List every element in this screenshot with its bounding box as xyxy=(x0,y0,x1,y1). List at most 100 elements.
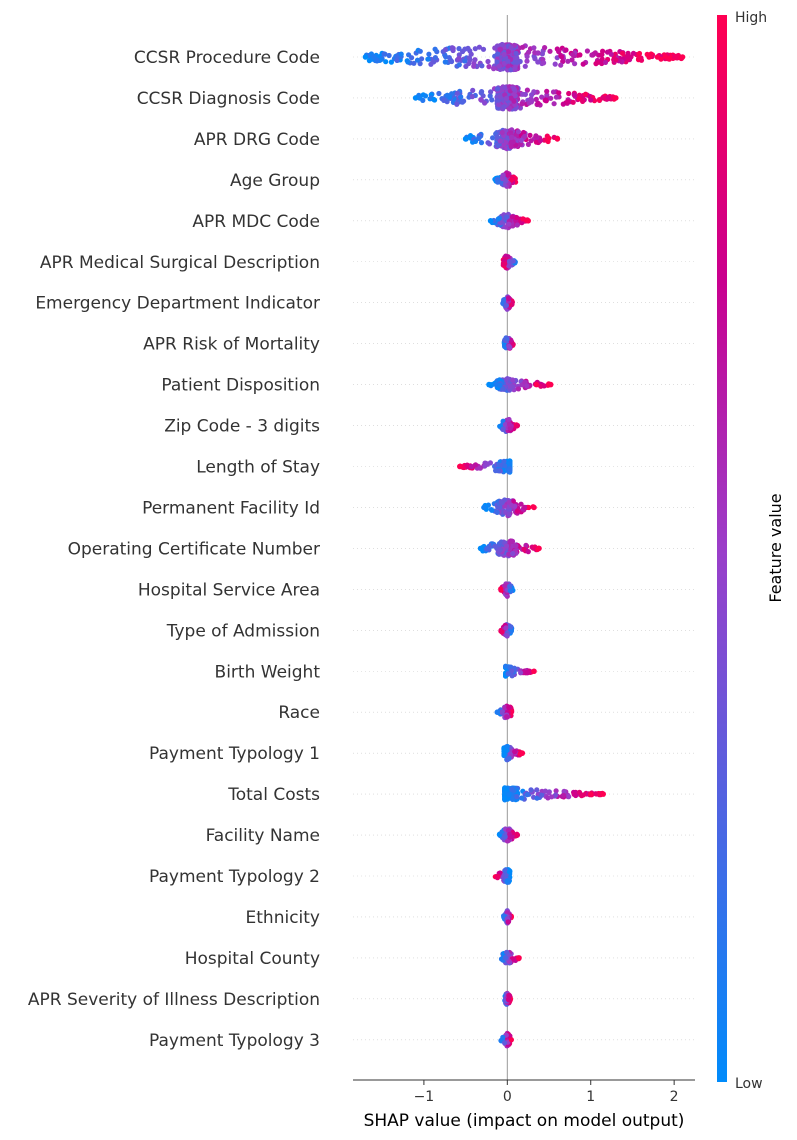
feature-label: Length of Stay xyxy=(196,458,320,478)
feature-dots xyxy=(492,170,519,189)
shap-dot xyxy=(511,92,517,98)
shap-dot xyxy=(541,383,547,389)
feature-label: Payment Typology 1 xyxy=(149,744,320,764)
shap-dot xyxy=(662,53,668,59)
shap-dot xyxy=(544,92,550,98)
shap-dot xyxy=(519,795,525,801)
feature-label: Hospital County xyxy=(185,949,320,969)
shap-dot xyxy=(508,502,515,508)
feature-label: APR Medical Surgical Description xyxy=(40,253,320,273)
shap-dot xyxy=(529,92,535,98)
shap-dot xyxy=(507,460,513,466)
shap-dot xyxy=(505,48,512,55)
shap-dot xyxy=(542,788,549,794)
feature-label: Payment Typology 3 xyxy=(149,1031,320,1051)
x-tick-label: 0 xyxy=(503,1089,512,1105)
shap-dot xyxy=(503,95,510,101)
x-axis: −1 0 1 2 SHAP value (impact on model output… xyxy=(353,1079,695,1131)
feature-label: APR Severity of Illness Description xyxy=(28,990,320,1010)
colorbar: High Low Feature value xyxy=(717,10,785,1092)
shap-dot xyxy=(492,543,498,549)
shap-dot xyxy=(462,136,469,142)
shap-dot xyxy=(524,383,530,389)
feature-dots xyxy=(497,416,521,434)
feature-dots xyxy=(498,622,515,639)
shap-dot xyxy=(583,91,589,97)
feature-label: APR DRG Code xyxy=(194,130,320,150)
shap-dot xyxy=(604,49,611,55)
shap-dot xyxy=(426,51,432,57)
feature-label: Patient Disposition xyxy=(161,376,320,396)
shap-dot xyxy=(503,178,509,184)
shap-dot xyxy=(497,382,503,388)
shap-dot xyxy=(630,50,637,56)
shap-dot xyxy=(539,94,545,100)
shap-dot xyxy=(428,61,434,67)
shap-dot xyxy=(501,297,507,303)
shap-dot xyxy=(509,538,516,545)
shap-dot xyxy=(505,58,511,64)
shap-dot xyxy=(544,88,550,94)
shap-dot xyxy=(510,498,516,504)
shap-dot xyxy=(510,139,516,145)
shap-dot xyxy=(501,751,507,758)
x-tick-label: 2 xyxy=(670,1089,679,1105)
shap-dot xyxy=(553,94,560,100)
shap-dot xyxy=(506,792,512,798)
shap-dot xyxy=(472,46,478,52)
shap-dot xyxy=(398,51,404,57)
shap-dot xyxy=(502,795,508,802)
shap-dot xyxy=(444,92,450,98)
shap-dot xyxy=(422,93,429,99)
shap-dot xyxy=(486,381,492,388)
shap-dot xyxy=(521,546,527,552)
x-ticks: −1 0 1 2 xyxy=(414,1080,679,1105)
shap-dot xyxy=(469,94,475,100)
feature-label: Race xyxy=(278,703,320,723)
shap-dot xyxy=(514,832,521,838)
feature-dots xyxy=(477,538,542,559)
shap-dot xyxy=(600,791,606,797)
shap-dot xyxy=(505,996,511,1003)
shap-dot xyxy=(500,426,506,432)
shap-dot xyxy=(414,57,421,63)
shap-dot xyxy=(556,49,562,55)
shap-dot xyxy=(503,663,509,669)
shap-dot xyxy=(518,501,524,507)
shap-dot xyxy=(514,422,521,429)
shap-dot xyxy=(496,63,502,69)
shap-dot xyxy=(467,133,474,139)
shap-dot xyxy=(602,59,609,65)
shap-dot xyxy=(508,144,514,150)
shap-dot xyxy=(522,133,528,140)
colorbar-gradient xyxy=(717,15,727,1082)
shap-dot xyxy=(505,919,511,925)
shap-dot xyxy=(577,52,583,58)
shap-dot xyxy=(502,261,508,267)
shap-dot xyxy=(485,140,491,146)
shap-dot xyxy=(528,787,534,793)
shap-dot xyxy=(505,671,511,677)
shap-dot xyxy=(494,709,501,715)
shap-dot xyxy=(511,86,517,92)
shap-dot xyxy=(528,138,534,144)
shap-dot xyxy=(378,57,384,63)
shap-dot xyxy=(383,59,389,65)
feature-dots xyxy=(502,990,514,1007)
shap-dot xyxy=(504,949,510,955)
shap-dot xyxy=(524,669,531,676)
shap-dot xyxy=(472,138,479,144)
shap-dot xyxy=(535,50,541,56)
feature-label: Hospital Service Area xyxy=(138,580,320,600)
shap-dot xyxy=(506,756,512,762)
feature-dots xyxy=(412,84,619,112)
feature-label: Total Costs xyxy=(227,785,320,805)
shap-dot xyxy=(508,1037,514,1043)
shap-dot xyxy=(547,48,553,54)
beeswarm-dots xyxy=(362,41,686,1049)
shap-dot xyxy=(505,827,512,834)
shap-dot xyxy=(580,792,586,798)
feature-dots xyxy=(496,826,521,844)
shap-dot xyxy=(502,343,508,350)
shap-dot xyxy=(480,46,487,52)
